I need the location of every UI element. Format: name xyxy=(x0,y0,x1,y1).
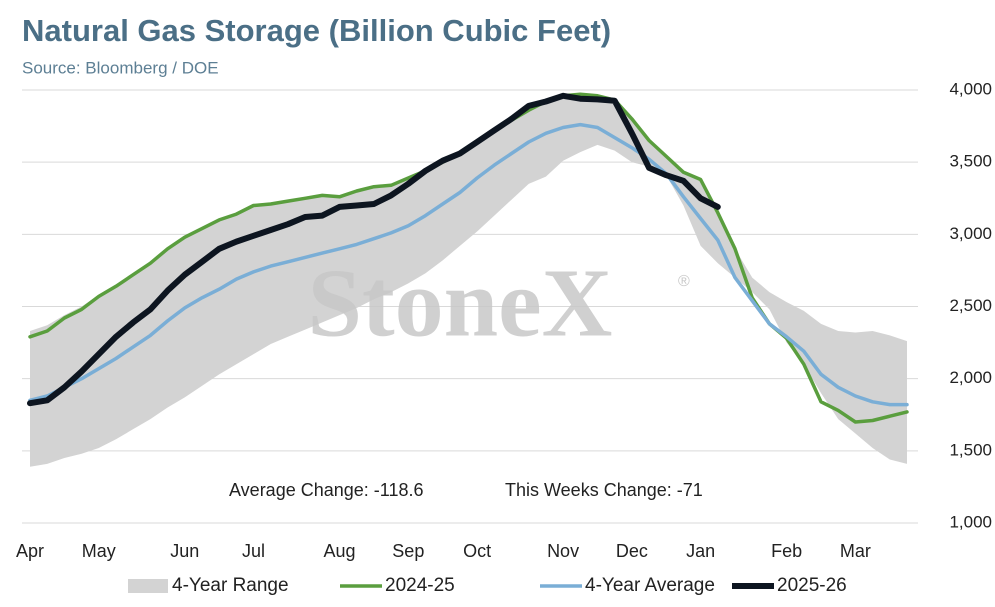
y-tick-label: 4,000 xyxy=(949,79,992,98)
chart-title: Natural Gas Storage (Billion Cubic Feet) xyxy=(22,13,611,48)
series-line xyxy=(27,92,721,407)
x-tick-label: Sep xyxy=(392,541,424,561)
x-tick-label: Feb xyxy=(771,541,802,561)
legend-swatch xyxy=(128,579,168,593)
y-tick-label: 2,500 xyxy=(949,296,992,315)
legend-label: 4-Year Average xyxy=(585,575,715,596)
x-tick-label: Oct xyxy=(463,541,491,561)
x-tick-label: Mar xyxy=(840,541,871,561)
x-tick-label: Jun xyxy=(170,541,199,561)
watermark: StoneX xyxy=(308,249,613,357)
y-tick-label: 2,000 xyxy=(949,368,992,387)
y-tick-label: 3,500 xyxy=(949,152,992,171)
annotation: This Weeks Change: -71 xyxy=(505,480,703,500)
y-tick-label: 1,500 xyxy=(949,440,992,459)
y-tick-label: 1,000 xyxy=(949,512,992,531)
x-tick-label: Jan xyxy=(686,541,715,561)
x-tick-label: Apr xyxy=(16,541,44,561)
x-tick-label: Nov xyxy=(547,541,579,561)
annotation: Average Change: -118.6 xyxy=(229,480,423,500)
legend-label: 2024-25 xyxy=(385,575,455,596)
y-tick-label: 3,000 xyxy=(949,224,992,243)
legend-label: 2025-26 xyxy=(777,575,847,596)
legend-label: 4-Year Range xyxy=(172,575,289,596)
x-tick-label: Jul xyxy=(242,541,265,561)
x-tick-label: May xyxy=(82,541,116,561)
x-tick-label: Dec xyxy=(616,541,648,561)
watermark-mark: ® xyxy=(678,273,690,290)
series-line xyxy=(28,122,909,407)
chart-subtitle: Source: Bloomberg / DOE xyxy=(22,58,219,77)
x-tick-label: Aug xyxy=(324,541,356,561)
